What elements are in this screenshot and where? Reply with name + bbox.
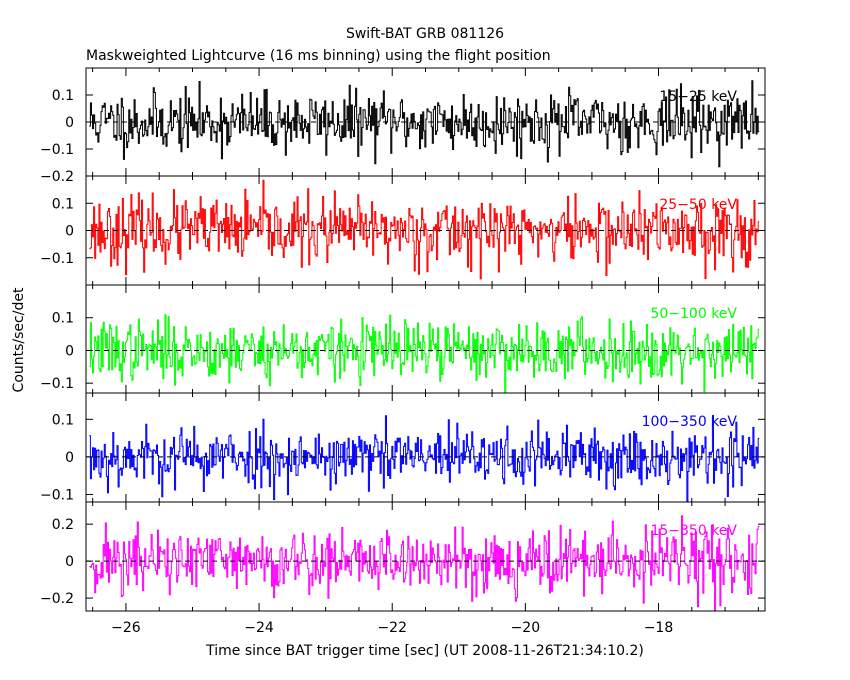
panel-frame [85,392,766,503]
series-label: 100−350 keV [642,414,738,430]
panel-3: 0.1 0 −0.1 50−100 keV [40,284,766,394]
x-tick-label: −20 [511,620,541,636]
series-label: 15−25 keV [659,89,737,105]
y-tick-label: 0 [65,115,74,131]
y-tick-label: 0 [65,554,74,570]
series-line [89,415,760,502]
y-tick-label: −0.1 [40,376,74,392]
chart-subtitle: Maskweighted Lightcurve (16 ms binning) … [86,48,551,64]
y-tick-label: 0.1 [52,311,74,327]
y-tick-label: −0.2 [40,591,74,607]
panel-2: 0.1 0 −0.1 25−50 keV [40,175,766,286]
y-tick-label: 0.1 [52,196,74,212]
y-tick-label: 0.1 [52,412,74,428]
y-tick-label: −0.1 [40,487,74,503]
series-label: 25−50 keV [659,197,737,213]
y-tick-label: 0.1 [52,88,74,104]
y-tick-label: 0.2 [52,517,74,533]
y-tick-label: 0 [65,450,74,466]
series-line [89,314,760,393]
y-tick-label: −0.1 [40,251,74,267]
y-tick-label: 0 [65,343,74,359]
series-line [89,179,760,280]
panel-4: 0.1 0 −0.1 100−350 keV [40,392,766,503]
x-tick-label: −24 [244,620,274,636]
series-label: 15−350 keV [650,523,737,539]
y-tick-label: 0 [65,224,74,240]
x-axis-label: Time since BAT trigger time [sec] (UT 20… [205,643,644,659]
chart-title: Swift-BAT GRB 081126 [346,26,504,42]
x-tick-label: −18 [644,620,674,636]
x-axis-tick-labels: −26 −24 −22 −20 −18 [111,620,673,636]
y-tick-label: −0.2 [40,169,74,185]
series-line [89,515,760,611]
panel-5: 0.2 0 −0.2 15−350 keV [40,501,766,612]
y-axis-label: Counts/sec/det [11,287,27,392]
panel-1: 0.1 0 −0.1 −0.2 15−25 keV [40,67,766,185]
x-tick-label: −22 [377,620,407,636]
series-label: 50−100 keV [650,306,737,322]
y-tick-label: −0.1 [40,142,74,158]
x-tick-label: −26 [111,620,141,636]
series-line [89,80,760,168]
